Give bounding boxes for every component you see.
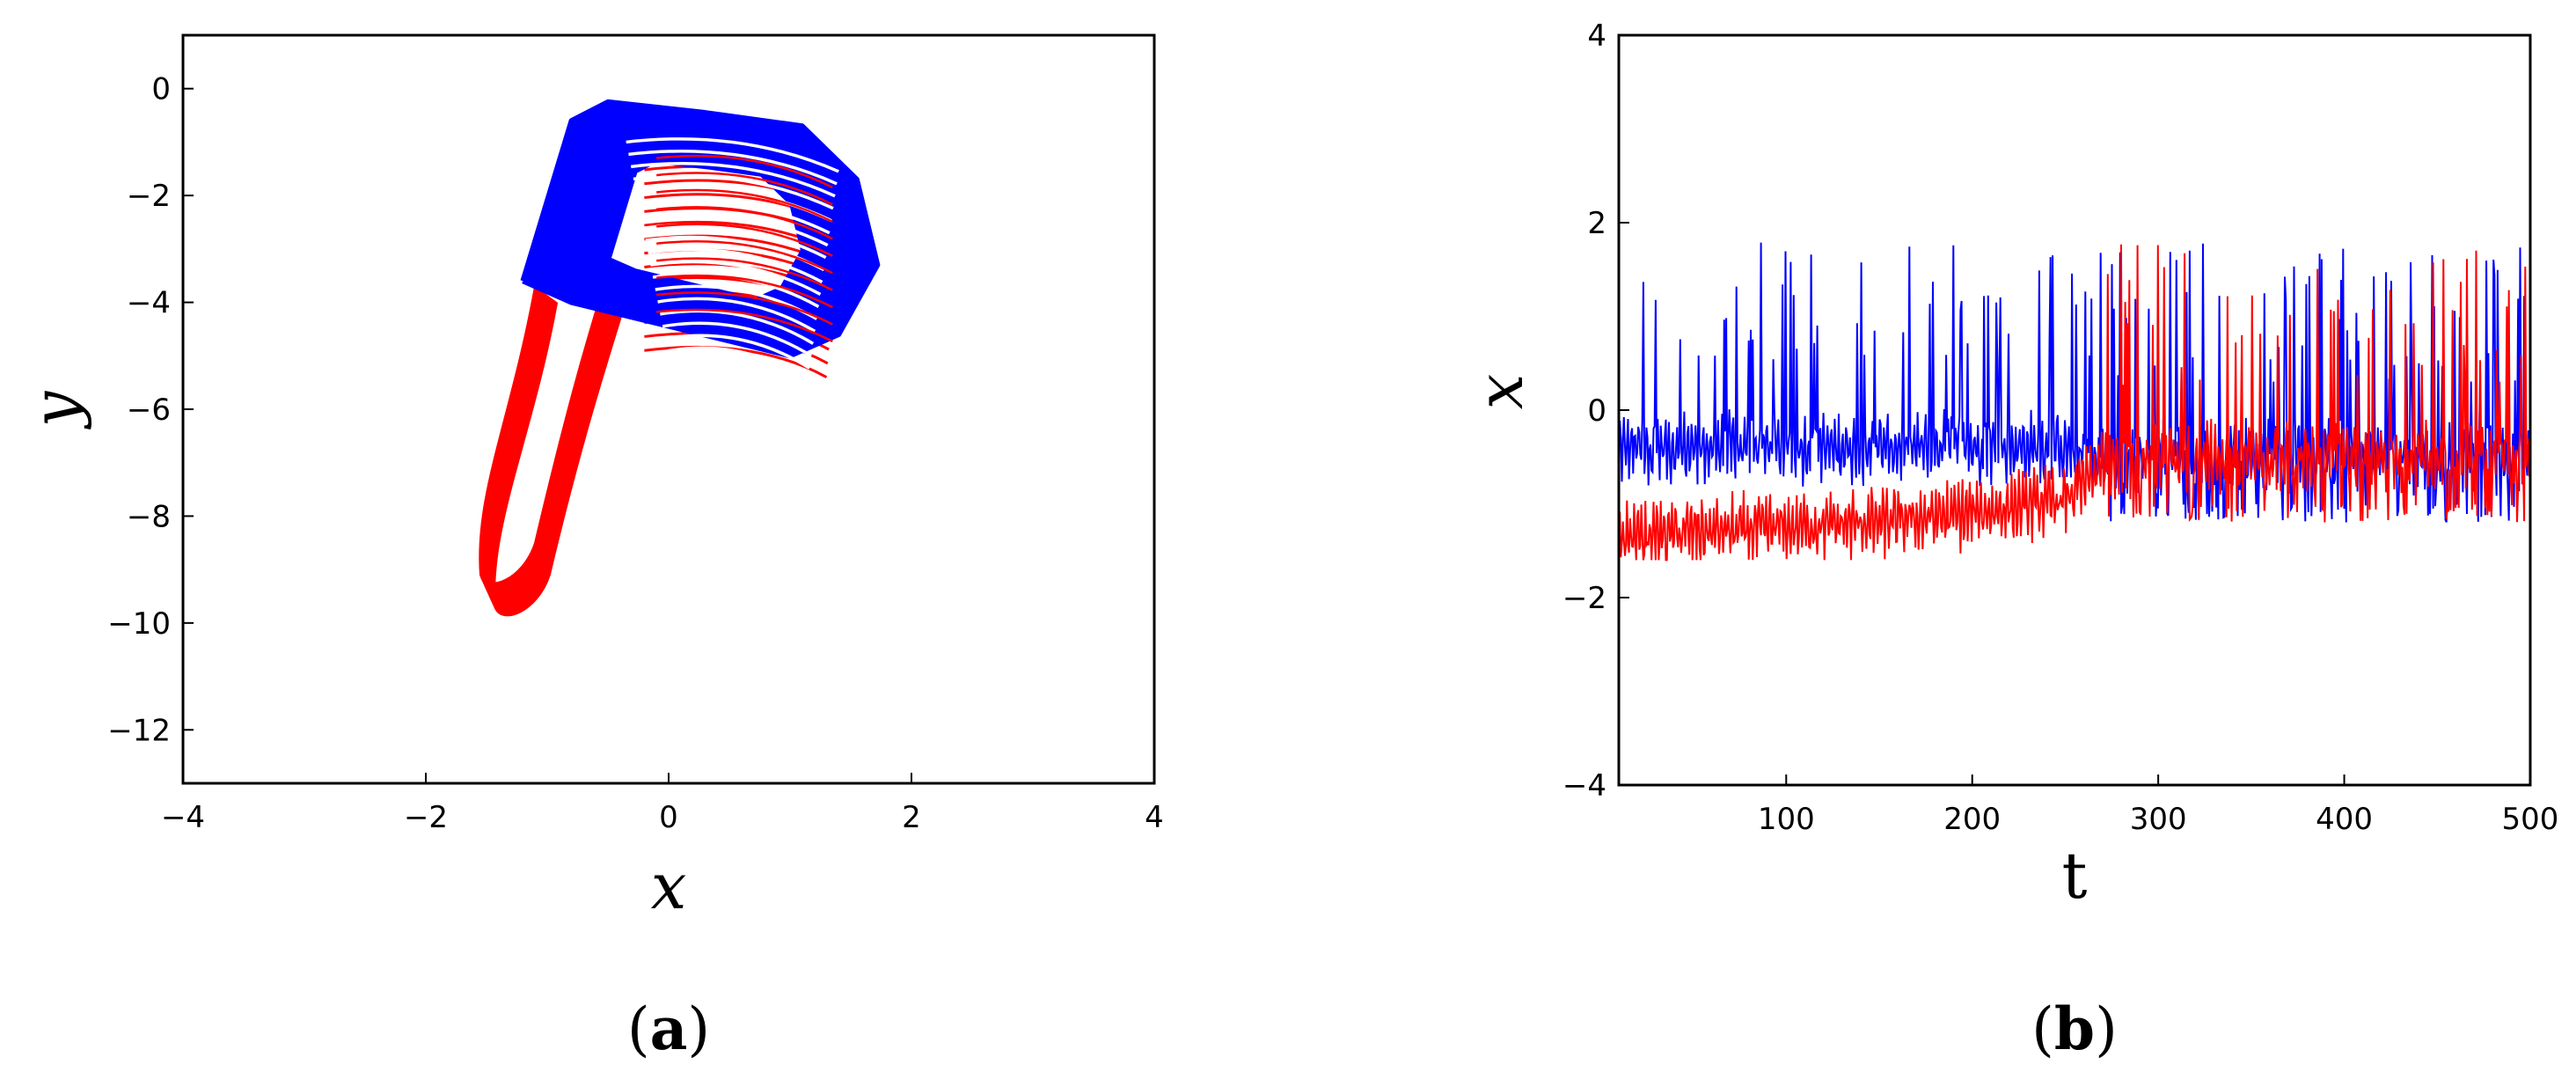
panel-a-x-tick-label: 4 — [1145, 800, 1164, 835]
panel-a-red-filament — [656, 172, 833, 206]
panel-b-series-blue-line — [1618, 242, 2530, 523]
panel-a-plot-area — [479, 99, 881, 617]
panel-a-gap-line — [640, 210, 829, 247]
panel-a-blue-loop — [605, 158, 806, 304]
panel-a-red-filament — [656, 223, 833, 257]
panel-a-ticks: −4 −2 0 2 4 0 −2 −4 −6 −8 −10 −12 — [107, 72, 1164, 835]
panel-a-gap-line — [628, 150, 838, 186]
panel-b-chart: 100 200 300 400 500 4 2 0 −2 −4 t x (b) — [1463, 18, 2558, 1063]
panel-b-ticks: 100 200 300 400 500 4 2 0 −2 −4 — [1562, 18, 2559, 837]
panel-a-gap-line — [650, 260, 822, 297]
panel-b-y-tick-label: −2 — [1562, 581, 1606, 616]
panel-a-x-tick-label: 0 — [659, 800, 678, 835]
panel-a-red-filament — [656, 291, 833, 326]
panel-a-red-loop — [493, 302, 625, 617]
panel-a-label: (a) — [627, 995, 710, 1063]
panel-a-x-axis-label: x — [651, 849, 687, 923]
panel-b-y-tick-label: 4 — [1587, 18, 1606, 54]
panel-b-x-tick-label: 500 — [2502, 802, 2559, 837]
panel-a-gap-line — [667, 346, 809, 382]
panel-a-gap-line — [648, 247, 823, 284]
panel-a-y-tick-label: −4 — [127, 286, 171, 321]
panel-a-y-tick-label: −6 — [127, 393, 171, 428]
panel-b-label: (b) — [2031, 995, 2118, 1063]
panel-a-red-filament — [656, 206, 833, 240]
panel-a-red-filament — [656, 188, 833, 224]
panel-a-red-filament — [656, 308, 833, 343]
panel-a-gap-line — [664, 334, 811, 370]
panel-b-x-axis-label: t — [2062, 839, 2088, 913]
panel-b-y-tick-label: 2 — [1587, 206, 1606, 241]
panel-b-x-tick-label: 100 — [1758, 802, 1815, 837]
panel-a-red-filament — [656, 239, 833, 275]
panel-b-plot-area — [1618, 242, 2530, 562]
panel-a-gap-line — [633, 173, 834, 210]
panel-a-x-tick-label: −2 — [404, 800, 448, 835]
panel-b-x-tick-label: 400 — [2316, 802, 2373, 837]
panel-a-gap-line — [660, 309, 815, 345]
panel-b-x-tick-label: 200 — [1943, 802, 2001, 837]
panel-a-series-blue — [520, 99, 881, 382]
panel-b-y-tick-label: −4 — [1562, 768, 1606, 804]
panel-b-y-axis-label: x — [1463, 374, 1537, 410]
panel-a-y-tick-label: −8 — [127, 499, 171, 534]
panel-a-gap-line — [631, 162, 836, 198]
panel-a-gap-line — [657, 297, 816, 333]
panel-a-series-red — [479, 137, 845, 617]
panel-a-y-tick-label: −12 — [107, 713, 171, 748]
panel-a-gap-line — [638, 198, 831, 235]
panel-a-y-tick-label: 0 — [151, 72, 171, 107]
panel-a-chart: −4 −2 0 2 4 0 −2 −4 −6 −8 −10 −12 x y (a) — [18, 33, 1164, 1063]
panel-a-gap-line — [626, 137, 839, 173]
panel-a-gap-line — [662, 321, 813, 357]
panel-b-series-red-line — [1618, 244, 2530, 562]
panel-b-series-blue — [1618, 242, 2530, 523]
panel-b-series-red — [1618, 244, 2530, 562]
panel-b-x-tick-label: 300 — [2130, 802, 2187, 837]
panel-a-y-axis-label: y — [18, 390, 92, 429]
panel-a-red-filament — [656, 154, 833, 189]
panel-a-x-tick-label: 2 — [902, 800, 921, 835]
panel-b-y-tick-label: 0 — [1587, 393, 1606, 429]
panel-a-red-filament — [656, 257, 833, 291]
panel-a-red-filament — [656, 274, 833, 309]
panel-a-y-tick-label: −10 — [107, 606, 171, 642]
panel-a-y-tick-label: −2 — [127, 179, 171, 214]
panel-a-x-tick-label: −4 — [161, 800, 205, 835]
